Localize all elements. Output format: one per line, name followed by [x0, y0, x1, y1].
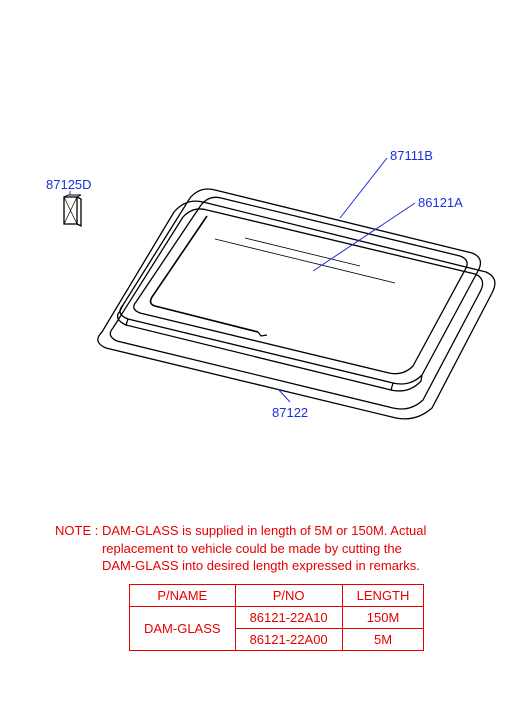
note-line1: DAM-GLASS is supplied in length of 5M or… [102, 523, 426, 538]
td-pname: DAM-GLASS [130, 607, 236, 651]
th-pno: P/NO [235, 585, 342, 607]
label-spacer: 87125D [46, 177, 92, 192]
glass-reflection-1 [215, 239, 395, 283]
th-length: LENGTH [342, 585, 424, 607]
td-pno-0: 86121-22A10 [235, 607, 342, 629]
parts-table: P/NAME P/NO LENGTH DAM-GLASS 86121-22A10… [129, 584, 424, 651]
spacer-block [64, 195, 81, 226]
note-line2: replacement to vehicle could be made by … [102, 541, 402, 556]
glass-diagram [0, 0, 532, 500]
leader-glass [340, 158, 387, 218]
label-glass: 87111B [390, 148, 433, 163]
diagram-canvas: 87125D 87111B 86121A 87122 NOTE : DAM-GL… [0, 0, 532, 727]
label-moulding: 87122 [272, 405, 308, 420]
table-header-row: P/NAME P/NO LENGTH [130, 585, 424, 607]
label-dam: 86121A [418, 195, 463, 210]
note-block: NOTE : DAM-GLASS is supplied in length o… [55, 522, 426, 575]
glass-edge-bottom [126, 319, 393, 390]
td-pno-1: 86121-22A00 [235, 629, 342, 651]
table-row: DAM-GLASS 86121-22A10 150M [130, 607, 424, 629]
note-prefix: NOTE : [55, 523, 98, 538]
dam-strip-end [258, 332, 267, 336]
note-line3: DAM-GLASS into desired length expressed … [102, 558, 420, 573]
td-length-1: 5M [342, 629, 424, 651]
th-pname: P/NAME [130, 585, 236, 607]
moulding-outer [98, 201, 495, 419]
leader-dam [313, 203, 415, 271]
td-length-0: 150M [342, 607, 424, 629]
glass-inner [134, 197, 467, 373]
dam-strip [151, 216, 258, 332]
